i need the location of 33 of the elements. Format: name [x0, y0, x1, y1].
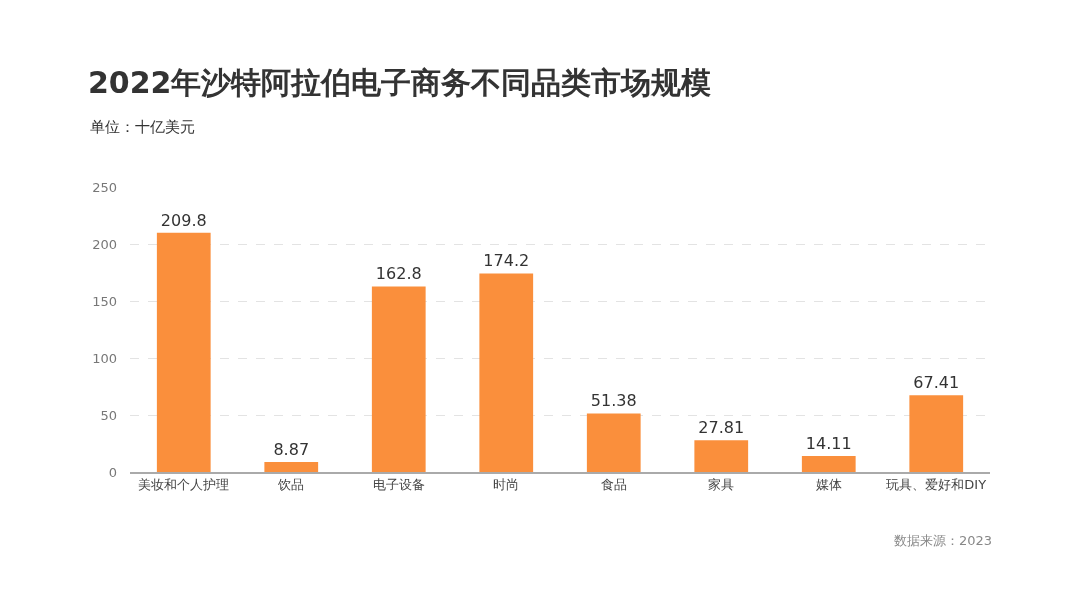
- bar: [371, 286, 426, 472]
- bar: [156, 232, 211, 472]
- data-label: 162.8: [375, 264, 422, 284]
- y-tick-label: 150: [92, 293, 117, 309]
- x-tick-label: 饮品: [277, 477, 305, 493]
- data-label: 14.11: [805, 433, 852, 453]
- bar: [801, 455, 856, 472]
- y-tick-label: 50: [100, 407, 117, 423]
- data-label: 8.87: [273, 439, 310, 459]
- chart-title: 2022年沙特阿拉伯电子商务不同品类市场规模: [88, 64, 712, 100]
- bar: [479, 273, 534, 472]
- data-label: 51.38: [590, 391, 637, 411]
- bar: [909, 395, 964, 472]
- bar: [264, 461, 319, 472]
- bar: [694, 440, 749, 472]
- source-note: 数据来源：2023: [894, 533, 993, 548]
- x-tick-label: 时尚: [493, 477, 520, 493]
- x-tick-label: 家具: [708, 477, 735, 493]
- x-tick-label: 媒体: [815, 477, 842, 493]
- data-label: 174.2: [483, 251, 530, 271]
- data-label: 209.8: [160, 210, 207, 230]
- x-tick-label: 电子设备: [372, 477, 425, 493]
- data-label: 67.41: [913, 373, 960, 393]
- data-label: 27.81: [698, 418, 745, 438]
- y-tick-label: 0: [108, 464, 117, 480]
- y-tick-label: 100: [92, 350, 117, 366]
- x-tick-label: 玩具、爱好和DIY: [886, 477, 987, 493]
- bar: [586, 413, 641, 472]
- x-tick-label: 食品: [600, 477, 627, 493]
- x-tick-label: 美妆和个人护理: [138, 477, 230, 493]
- y-tick-label: 200: [92, 236, 117, 252]
- y-tick-label: 250: [92, 179, 117, 195]
- chart-subtitle: 单位：十亿美元: [90, 118, 195, 136]
